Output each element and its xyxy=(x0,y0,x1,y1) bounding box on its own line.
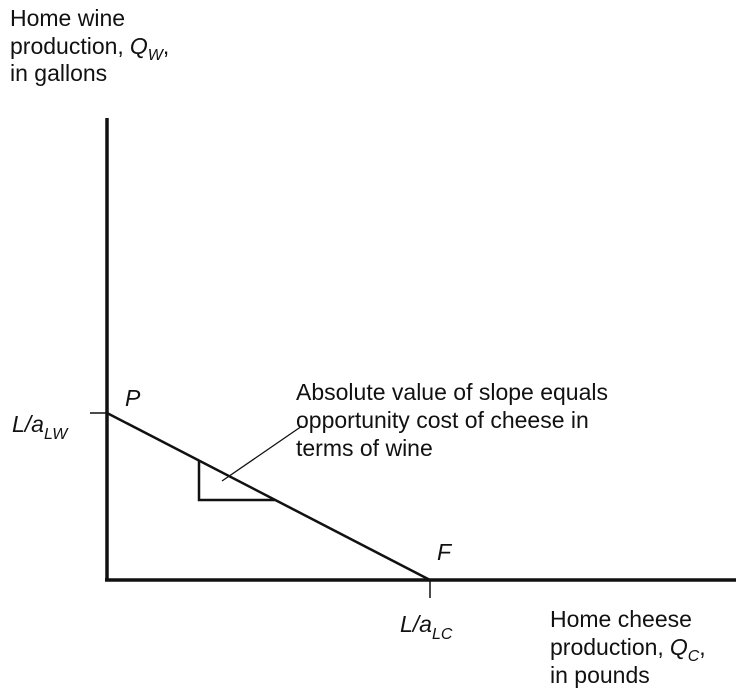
x-axis-label-line1: Home cheese xyxy=(550,606,692,632)
annotation-line: opportunity cost of cheese in xyxy=(296,407,589,433)
annotation-line: terms of wine xyxy=(296,435,433,461)
label-subscript: LW xyxy=(44,426,69,443)
point-label-p: P xyxy=(125,385,141,411)
label-subscript: C xyxy=(688,648,700,665)
label-symbol: Q xyxy=(130,33,148,59)
label-text: , xyxy=(163,33,169,59)
label-text: , xyxy=(699,634,705,660)
label-text: production, xyxy=(550,634,664,660)
annotation-line: Absolute value of slope equals xyxy=(296,379,608,405)
x-axis-label-line3: in pounds xyxy=(550,662,650,688)
point-label-f: F xyxy=(437,539,453,565)
label-subscript: W xyxy=(148,47,165,64)
label-subscript: LC xyxy=(432,626,453,643)
label-symbol: Q xyxy=(670,634,688,660)
slope-triangle xyxy=(197,461,275,502)
y-axis-label-line3: in gallons xyxy=(10,60,107,86)
annotation-leader xyxy=(221,425,303,482)
label-base: L/a xyxy=(400,611,432,637)
x-axis-label-line2: production, QC, xyxy=(550,634,706,665)
y-axis-label-line1: Home wine xyxy=(10,5,125,31)
x-intercept-label: L/aLC xyxy=(400,611,453,643)
y-axis-label-line2: production, QW, xyxy=(10,33,169,64)
y-intercept-label: L/aLW xyxy=(12,411,69,443)
ppf-line xyxy=(106,411,431,582)
label-base: L/a xyxy=(12,411,44,437)
label-text: production, xyxy=(10,33,124,59)
